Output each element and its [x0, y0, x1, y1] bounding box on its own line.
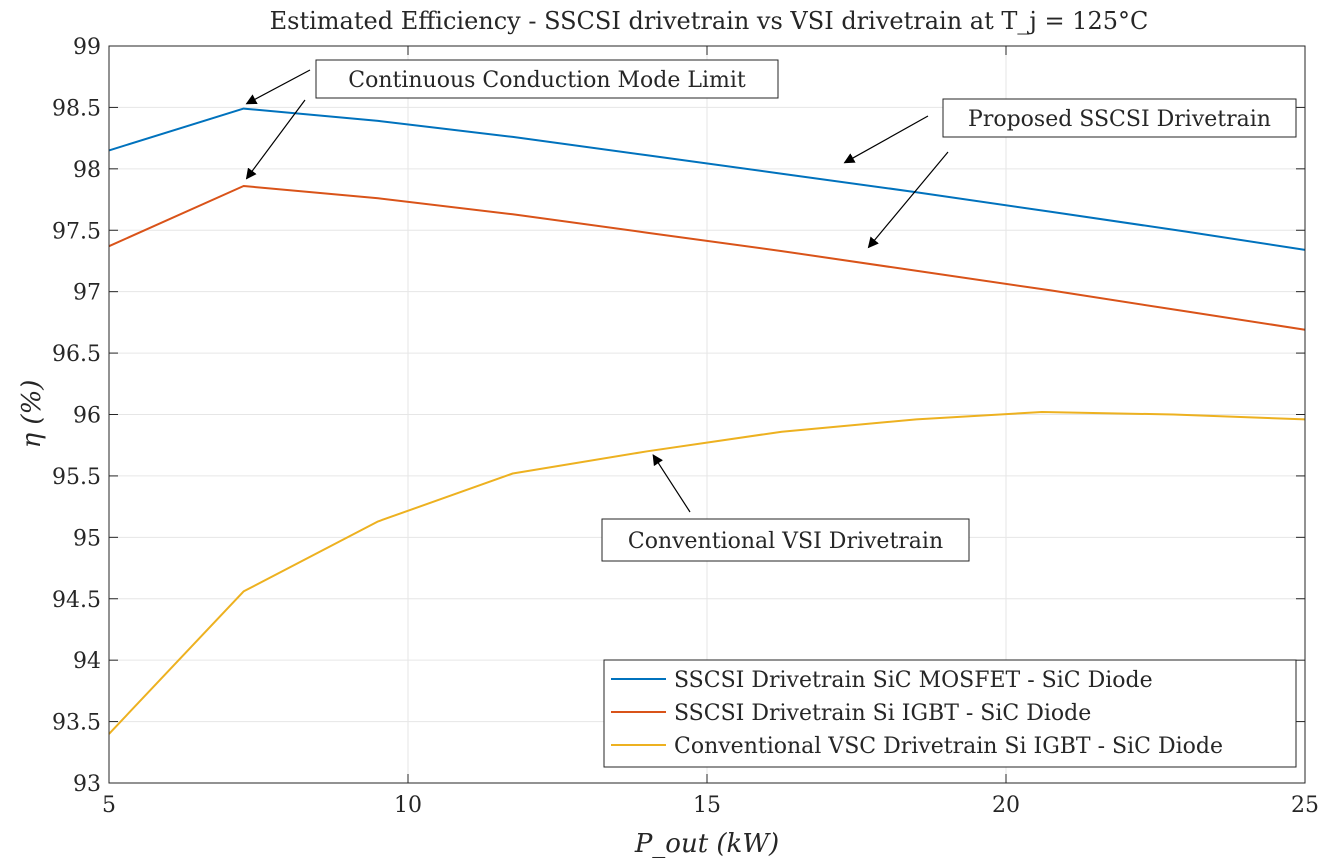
legend-label-3: Conventional VSC Drivetrain Si IGBT - Si…: [674, 734, 1223, 759]
y-tick-label: 97.5: [52, 219, 101, 244]
annotation-arrow: [867, 151, 949, 249]
legend-box: [603, 659, 1297, 768]
y-tick-label: 95: [73, 526, 101, 551]
x-tick-label: 25: [1291, 793, 1319, 818]
y-tick-label: 93: [73, 772, 101, 797]
series-line-2: [108, 185, 1306, 331]
axis-ticks: 5 10 15 20 25 93 93.5 94 94.5 95 95.5 96 96.5 97 97.5 9…: [52, 35, 1319, 818]
y-tick-label: 97: [73, 281, 101, 306]
annotation-arrow: [843, 115, 929, 164]
legend-label-1: SSCSI Drivetrain SiC MOSFET - SiC Diode: [674, 668, 1153, 693]
annotation-arrow: [245, 99, 306, 180]
annotation-box: [315, 59, 779, 99]
y-axis-label: η (%): [17, 380, 47, 449]
x-axis-label: P_out (kW): [634, 829, 779, 859]
x-tick-label: 10: [394, 793, 422, 818]
y-tick-label: 96.5: [52, 342, 101, 367]
y-tick-label: 96: [73, 404, 101, 429]
annotation-text: Conventional VSI Drivetrain: [628, 529, 943, 554]
annotations: Continuous Conduction Mode Limit Proposed…: [245, 59, 1297, 562]
y-tick-label: 93.5: [52, 711, 101, 736]
y-tick-label: 98.5: [52, 96, 101, 121]
y-tick-label: 94.5: [52, 588, 101, 613]
annotation-box: [601, 518, 970, 562]
annotation-arrow: [245, 69, 311, 105]
x-tick-label: 20: [992, 793, 1020, 818]
y-tick-label: 98: [73, 158, 101, 183]
chart-title: Estimated Efficiency - SSCSI drivetrain …: [270, 7, 1149, 35]
y-tick-label: 99: [73, 35, 101, 60]
y-tick-label: 94: [73, 649, 101, 674]
series-line-1: [108, 107, 1306, 251]
x-tick-label: 15: [693, 793, 721, 818]
legend: SSCSI Drivetrain SiC MOSFET - SiC Diode S…: [603, 659, 1297, 768]
annotation-arrow: [652, 454, 691, 513]
series-line-3: [108, 411, 1306, 735]
annotation-box: [942, 98, 1297, 138]
annotation-text: Proposed SSCSI Drivetrain: [968, 107, 1271, 132]
legend-label-2: SSCSI Drivetrain Si IGBT - SiC Diode: [674, 701, 1091, 726]
series-lines: [108, 107, 1306, 735]
y-tick-label: 95.5: [52, 465, 101, 490]
annotation-text: Continuous Conduction Mode Limit: [348, 68, 746, 93]
x-tick-label: 5: [102, 793, 116, 818]
